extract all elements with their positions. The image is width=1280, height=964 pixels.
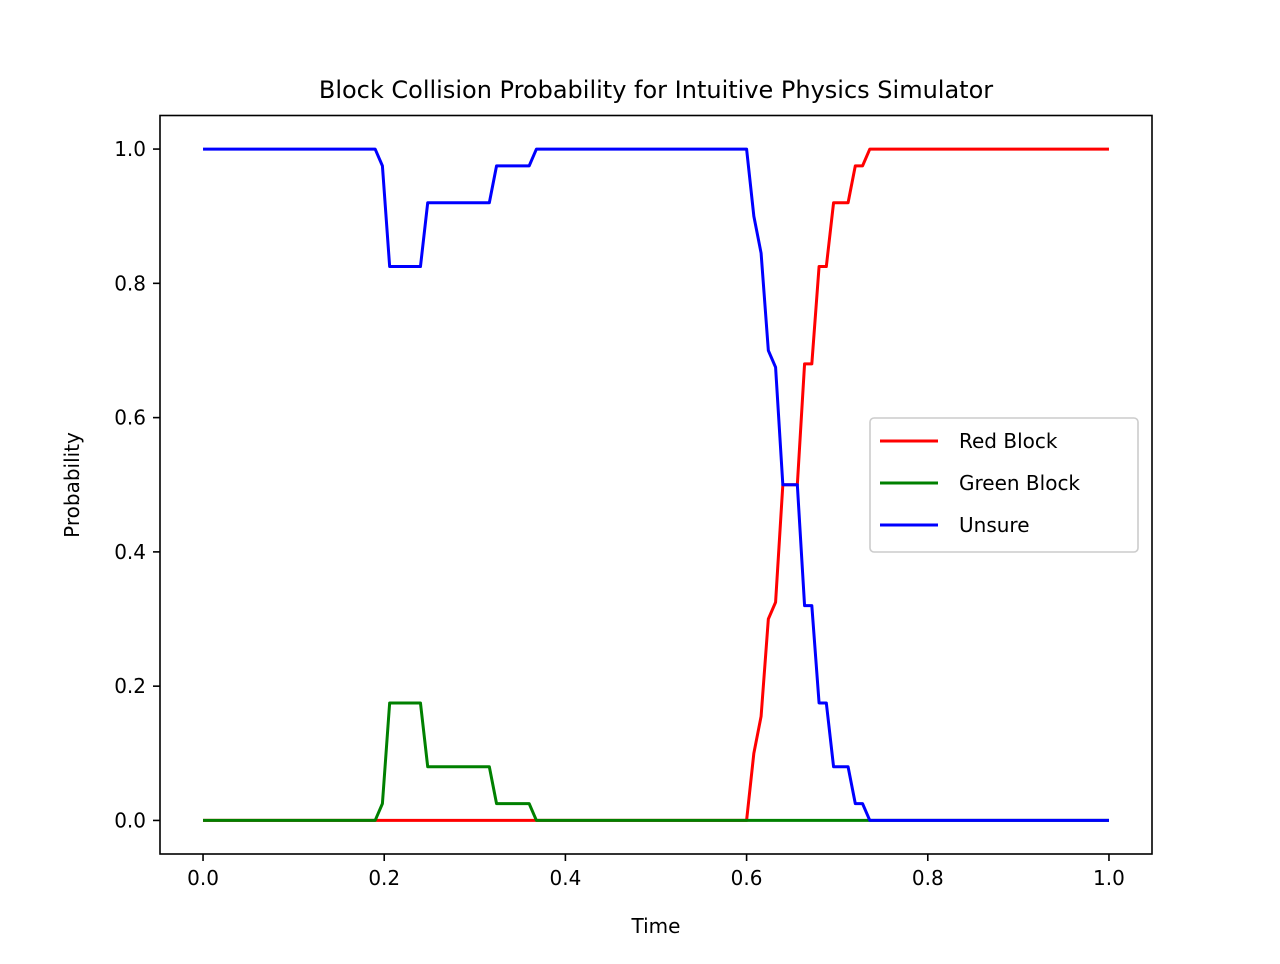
legend-label-unsure: Unsure (959, 513, 1030, 537)
x-tick-label: 1.0 (1093, 866, 1125, 890)
x-tick-label: 0.6 (731, 866, 763, 890)
series-line-green-block (203, 701, 1109, 822)
chart-title: Block Collision Probability for Intuitiv… (319, 76, 993, 104)
y-tick-label: 0.0 (114, 808, 146, 832)
x-tick-label: 0.8 (912, 866, 944, 890)
series-line-unsure (203, 147, 1109, 822)
x-tick-label: 0.0 (187, 866, 219, 890)
x-tick-label: 0.2 (368, 866, 400, 890)
y-tick-label: 1.0 (114, 137, 146, 161)
plot-frame (159, 114, 1153, 855)
y-tick-label: 0.4 (114, 540, 146, 564)
y-tick-label: 0.8 (114, 271, 146, 295)
legend-entries: Red Block Green Block Unsure (880, 429, 1080, 537)
x-axis: 0.0 0.2 0.4 0.6 0.8 1.0 (187, 854, 1125, 890)
legend-label-green-block: Green Block (959, 471, 1080, 495)
legend-label-red-block: Red Block (959, 429, 1058, 453)
x-axis-label: Time (631, 914, 681, 938)
y-axis-label: Probability (60, 432, 84, 538)
y-tick-label: 0.2 (114, 674, 146, 698)
legend-frame (869, 417, 1139, 553)
series-layer (203, 147, 1109, 822)
x-tick-label: 0.4 (550, 866, 582, 890)
y-axis: 0.0 0.2 0.4 0.6 0.8 1.0 (114, 137, 160, 832)
legend: Red Block Green Block Unsure (869, 417, 1139, 553)
y-tick-label: 0.6 (114, 406, 146, 430)
